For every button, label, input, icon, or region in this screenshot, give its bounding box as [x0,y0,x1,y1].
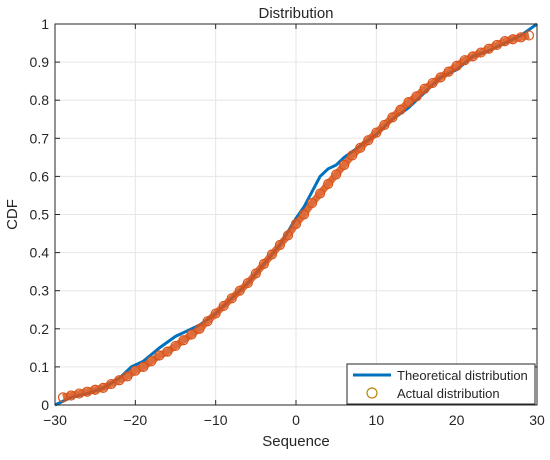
data-point-actual [242,277,253,289]
x-tick-label: −30 [43,412,67,428]
data-point-actual [162,346,173,357]
data-point-actual [499,36,510,47]
data-point-actual [186,329,197,340]
data-point-actual [298,209,310,220]
data-point-actual [210,308,221,319]
data-point-actual [202,316,213,327]
data-point-actual [403,97,414,108]
data-point-actual [57,392,69,403]
data-point-actual [178,335,189,346]
data-point-actual [467,51,478,62]
data-point-actual [419,83,430,94]
data-point-actual [170,340,181,352]
data-point-actual [411,91,422,102]
data-point-actual [443,66,454,77]
data-point-actual [451,60,462,72]
data-point-actual [73,388,85,399]
data-point-actual [331,169,342,180]
data-point-actual [387,112,398,123]
data-point-actual [395,104,406,115]
data-point-actual [82,386,93,397]
y-tick-label: 0.6 [30,168,50,184]
legend-label-actual: Actual distribution [397,386,500,401]
data-point-actual [65,390,77,401]
y-tick-label: 0.9 [30,54,50,70]
y-axis-label: CDF [4,199,21,230]
data-point-actual [154,350,165,361]
data-point-actual [491,39,502,51]
x-tick-label: −20 [123,412,147,428]
data-point-actual [130,365,141,376]
y-tick-label: 0 [41,397,49,413]
data-point-actual [266,249,277,260]
data-point-actual [138,361,149,372]
data-point-actual [90,384,101,395]
data-point-actual [371,127,382,138]
data-point-actual [106,378,117,390]
data-point-actual [114,375,125,386]
data-point-actual [290,218,302,230]
y-tick-label: 0.7 [30,130,50,146]
data-point-actual [339,159,350,171]
data-point-actual [363,135,374,146]
data-point-actual [347,150,358,161]
x-tick-label: −10 [204,412,228,428]
data-point-actual [523,30,535,41]
data-point-actual [250,268,261,279]
data-point-actual [234,285,245,296]
x-tick-label: 20 [449,412,465,428]
y-tick-label: 0.2 [30,321,50,337]
axis-ticks: −30 −20 −10 0 10 20 30 0 0.1 0.2 0.3 0.4 0.5 0.6 0.7 0.… [30,16,545,428]
data-point-actual [306,197,318,209]
x-tick-label: 30 [529,412,545,428]
y-tick-label: 0.4 [30,245,50,261]
data-point-actual [435,72,446,83]
x-tick-label: 10 [369,412,385,428]
y-tick-label: 0.3 [30,283,50,299]
legend-label-theoretical: Theoretical distribution [397,368,528,383]
chart-title: Distribution [258,5,333,22]
data-point-actual [483,43,494,54]
data-point-actual [226,293,237,304]
x-tick-label: 0 [292,412,300,428]
x-axis-label: Sequence [262,433,330,450]
data-point-actual [475,47,486,58]
y-tick-label: 1 [41,16,49,32]
data-point-actual [98,382,109,393]
y-tick-label: 0.1 [30,359,50,375]
series-band-actual [62,31,530,401]
data-point-actual [122,371,133,382]
data-point-actual [459,55,470,66]
legend: Theoretical distribution Actual distribu… [346,363,536,405]
legend-swatch-actual [366,387,378,399]
y-tick-label: 0.5 [30,207,50,223]
data-point-actual [315,188,326,199]
data-point-actual [355,142,366,153]
data-point-actual [194,323,205,334]
data-point-actual [218,300,229,312]
data-point-actual [379,119,390,131]
data-point-actual [274,239,286,251]
data-point-actual [507,34,519,45]
data-point-actual [515,32,527,43]
legend-box [346,363,536,405]
data-point-actual [323,178,334,190]
data-point-actual [258,258,269,270]
data-point-actual [427,77,438,89]
series-layer [54,22,538,407]
data-point-actual [146,356,157,367]
y-tick-label: 0.8 [30,92,50,108]
data-point-actual [282,230,294,241]
